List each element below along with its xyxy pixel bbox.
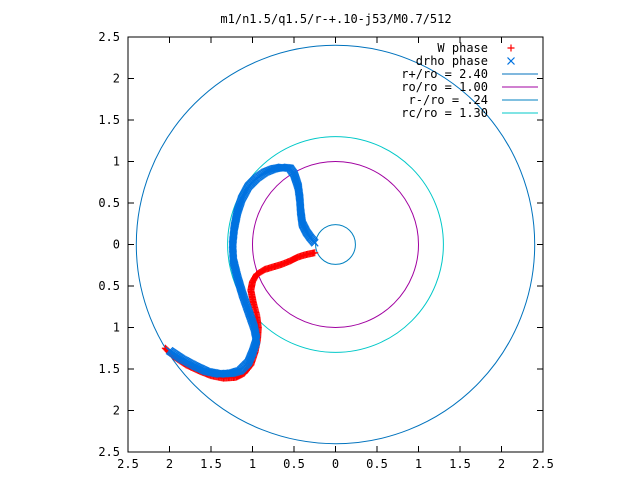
y-tick-label: 2 — [113, 404, 120, 418]
x-tick-label: 2 — [498, 457, 505, 471]
x-tick-label: 1 — [415, 457, 422, 471]
y-tick-label: 0.5 — [98, 279, 120, 293]
point — [165, 346, 174, 355]
axis-ticks — [127, 36, 544, 453]
y-tick-label: 1 — [113, 155, 120, 169]
circle-2.4 — [135, 44, 536, 445]
x-tick-label: 1 — [249, 457, 256, 471]
y-tick-label: 2 — [113, 72, 120, 86]
x-tick-label: 2.5 — [117, 457, 139, 471]
legend-marker — [507, 57, 515, 65]
y-tick-label: 2.5 — [98, 445, 120, 459]
circle-1 — [252, 161, 419, 328]
y-tick-label: 0.5 — [98, 196, 120, 210]
y-tick-label: 0 — [113, 238, 120, 252]
y-tick-label: 1.5 — [98, 113, 120, 127]
circle-0.24 — [315, 224, 356, 265]
legend-label: W phase — [437, 41, 488, 55]
legend-label: rc/ro = 1.30 — [401, 106, 488, 120]
y-tick-label: 1.5 — [98, 362, 120, 376]
circle-1.3 — [227, 136, 444, 353]
x-tick-label: 1.5 — [449, 457, 471, 471]
series-1 — [165, 163, 319, 378]
x-tick-label: 0.5 — [283, 457, 305, 471]
legend-marker — [507, 44, 515, 52]
y-tick-label: 1 — [113, 321, 120, 335]
reference-circles — [135, 44, 536, 445]
x-tick-label: 2.5 — [532, 457, 554, 471]
chart-title: m1/n1.5/q1.5/r-+.10-j53/M0.7/512 — [220, 12, 451, 26]
x-tick-label: 2 — [166, 457, 173, 471]
legend-label: drho phase — [416, 54, 488, 68]
legend-label: ro/ro = 1.00 — [401, 80, 488, 94]
legend-label: r+/ro = 2.40 — [401, 67, 488, 81]
data-series — [161, 163, 319, 382]
axis-tick-labels: 2.5 2 1.5 1 0.5 0 0.5 1 1.5 2 2.52.521.510.500.511… — [98, 30, 554, 471]
y-tick-label: 2.5 — [98, 30, 120, 44]
x-tick-label: 0.5 — [366, 457, 388, 471]
x-tick-label: 1.5 — [200, 457, 222, 471]
legend-label: r-/ro = .24 — [409, 93, 488, 107]
x-tick-label: 0 — [332, 457, 339, 471]
